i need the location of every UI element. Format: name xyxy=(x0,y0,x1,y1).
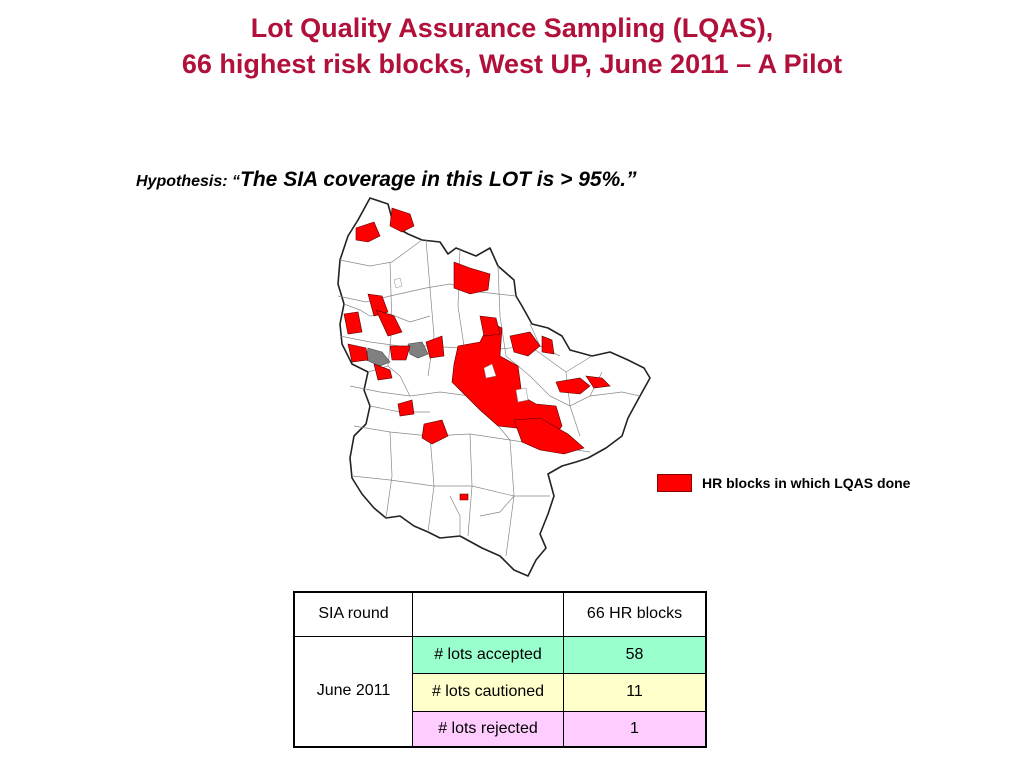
white-islands xyxy=(393,277,529,403)
west-up-block-map xyxy=(337,197,651,577)
header-sia-round: SIA round xyxy=(293,591,413,637)
block-boundaries xyxy=(337,239,641,557)
row-label-accepted: # lots accepted xyxy=(412,635,564,674)
row-value-accepted: 58 xyxy=(563,635,707,674)
table-row: # lots rejected 1 xyxy=(294,710,707,748)
lqas-results-table: SIA round 66 HR blocks June 2011 # lots … xyxy=(293,591,707,748)
title-line-1: Lot Quality Assurance Sampling (LQAS), xyxy=(250,13,774,43)
legend-swatch-red xyxy=(657,474,692,492)
map-legend: HR blocks in which LQAS done xyxy=(657,474,910,492)
row-label-cautioned: # lots cautioned xyxy=(412,672,564,712)
round-june-2011: June 2011 xyxy=(293,635,413,748)
legend-label: HR blocks in which LQAS done xyxy=(702,475,911,491)
row-value-cautioned: 11 xyxy=(563,672,707,712)
table-header-row: SIA round 66 HR blocks xyxy=(293,591,707,637)
row-label-rejected: # lots rejected xyxy=(412,710,564,748)
slide-title: Lot Quality Assurance Sampling (LQAS), 6… xyxy=(0,10,1024,82)
row-value-rejected: 1 xyxy=(563,710,707,748)
hypothesis: Hypothesis: “The SIA coverage in this LO… xyxy=(136,168,637,192)
hypothesis-statement: The SIA coverage in this LOT is > 95%.” xyxy=(240,168,637,191)
hypothesis-label: Hypothesis: xyxy=(136,173,228,190)
header-66-hr-blocks: 66 HR blocks xyxy=(563,591,707,637)
header-blank xyxy=(412,591,564,637)
hr-blocks xyxy=(343,207,611,501)
hypothesis-open-quote: “ xyxy=(232,173,241,190)
table-row: # lots cautioned 11 xyxy=(294,672,707,712)
title-line-2: 66 highest risk blocks, West UP, June 20… xyxy=(181,49,843,79)
table-row: June 2011 # lots accepted 58 xyxy=(293,635,707,748)
